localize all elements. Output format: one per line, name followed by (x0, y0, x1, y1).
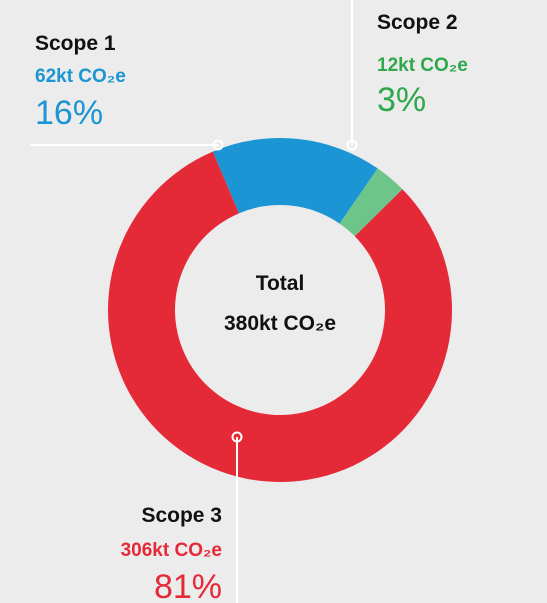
center-title: Total (256, 272, 305, 295)
center-label: 380kt CO₂e (224, 312, 336, 335)
donut (107, 138, 453, 483)
category-label: Scope 1 (35, 32, 116, 55)
category-label: Scope 2 (377, 11, 458, 34)
amount-label: 62kt CO₂e (35, 66, 126, 87)
leader-dot (346, 139, 358, 151)
leader-dot (231, 431, 243, 443)
amount-label: 306kt CO₂e (121, 540, 222, 561)
donut-slice (107, 151, 453, 483)
value-label: 3% (377, 81, 426, 119)
donut-slice (339, 168, 403, 237)
value-label: 81% (154, 568, 222, 603)
leader-dot (212, 139, 224, 151)
donut-slice (212, 138, 378, 224)
amount-label: 12kt CO₂e (377, 55, 468, 76)
value-label: 16% (35, 94, 103, 132)
category-label: Scope 3 (141, 504, 222, 527)
